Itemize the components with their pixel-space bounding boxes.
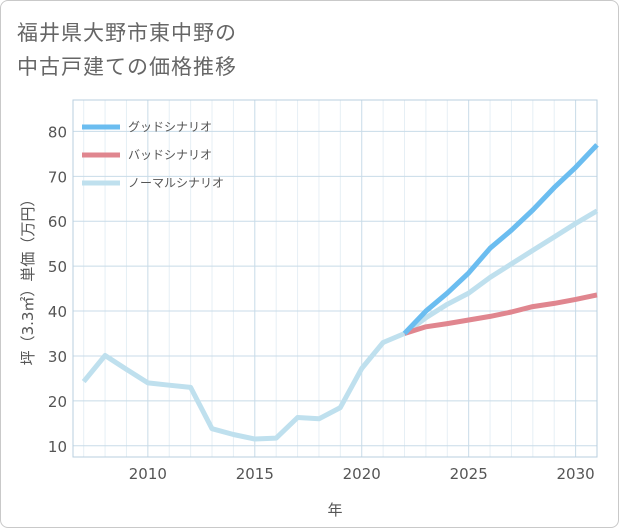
x-axis-label: 年 [327,501,342,519]
x-tick-label: 2030 [557,465,595,483]
title-line-2: 中古戸建ての価格推移 [17,55,237,79]
y-tick-label: 10 [48,438,67,456]
series-lines [81,143,599,442]
y-tick-label: 70 [48,168,67,186]
y-tick-label: 30 [48,348,67,366]
legend-label: ノーマルシナリオ [128,176,224,190]
y-tick-label: 20 [48,393,67,411]
x-tick-label: 2020 [343,465,381,483]
series-line-2 [403,292,598,336]
legend-label: グッドシナリオ [128,120,212,134]
gridlines [73,100,598,457]
x-tick-label: 2025 [450,465,488,483]
legend-label: バッドシナリオ [128,148,212,162]
x-tick-label: 2010 [129,465,167,483]
series-line-3 [81,208,599,442]
chart-title: 福井県大野市東中野の 中古戸建ての価格推移 [17,16,237,84]
x-tick-label: 2015 [236,465,274,483]
y-tick-label: 80 [48,123,67,141]
y-axis-label: 坪（3.3㎡）単価（万円） [19,192,37,366]
plot-area-border [72,99,598,458]
y-tick-label: 60 [48,213,67,231]
title-line-1: 福井県大野市東中野の [17,21,237,45]
y-tick-label: 50 [48,258,67,276]
series-line-1 [402,143,599,336]
y-tick-label: 40 [48,303,67,321]
